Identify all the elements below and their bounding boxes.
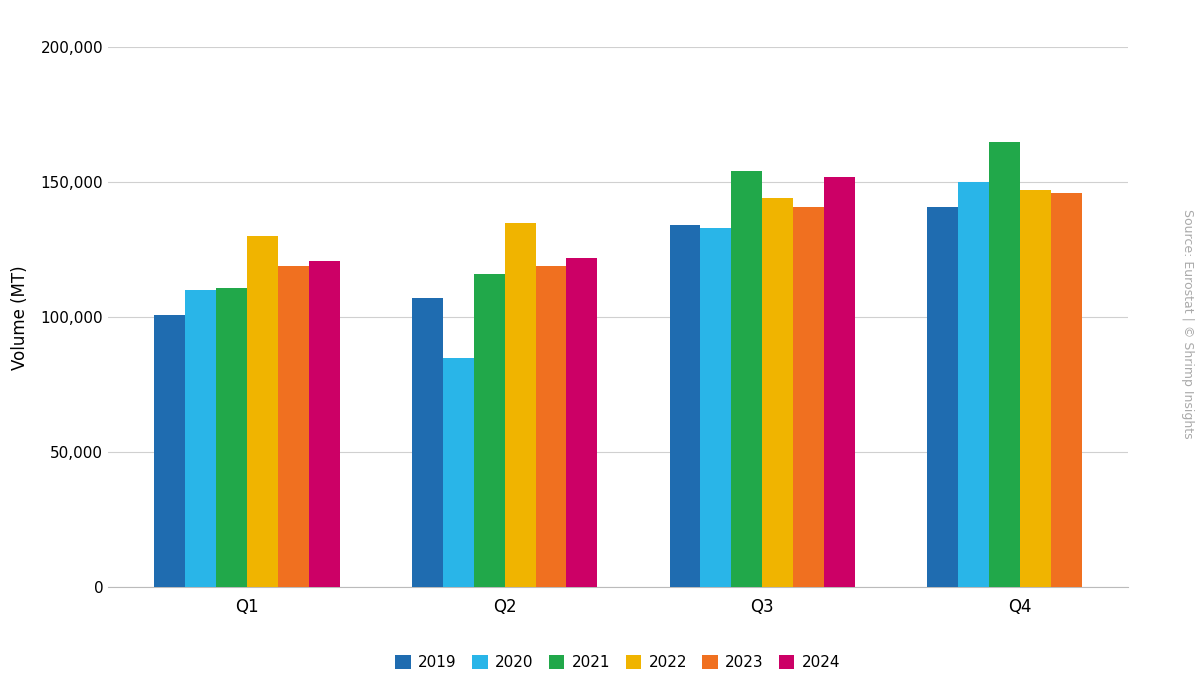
Bar [762,198,793,587]
Legend: 2019, 2020, 2021, 2022, 2023, 2024: 2019, 2020, 2021, 2022, 2023, 2024 [389,649,847,675]
Bar [278,266,308,587]
Bar [928,207,958,587]
Bar [793,207,824,587]
Bar [1020,190,1051,587]
Bar [474,274,505,587]
Bar [701,228,731,587]
Bar [989,142,1020,587]
Bar [535,266,566,587]
Bar [670,225,701,587]
Bar [155,315,185,587]
Bar [824,177,854,587]
Bar [185,290,216,587]
Bar [1051,193,1081,587]
Bar [505,223,535,587]
Bar [308,261,340,587]
Text: Source: Eurostat | © Shrimp Insights: Source: Eurostat | © Shrimp Insights [1181,209,1194,439]
Bar [216,288,247,587]
Bar [412,298,443,587]
Bar [731,171,762,587]
Bar [958,182,989,587]
Bar [247,236,278,587]
Y-axis label: Volume (MT): Volume (MT) [12,265,30,370]
Bar [566,258,598,587]
Bar [443,358,474,587]
